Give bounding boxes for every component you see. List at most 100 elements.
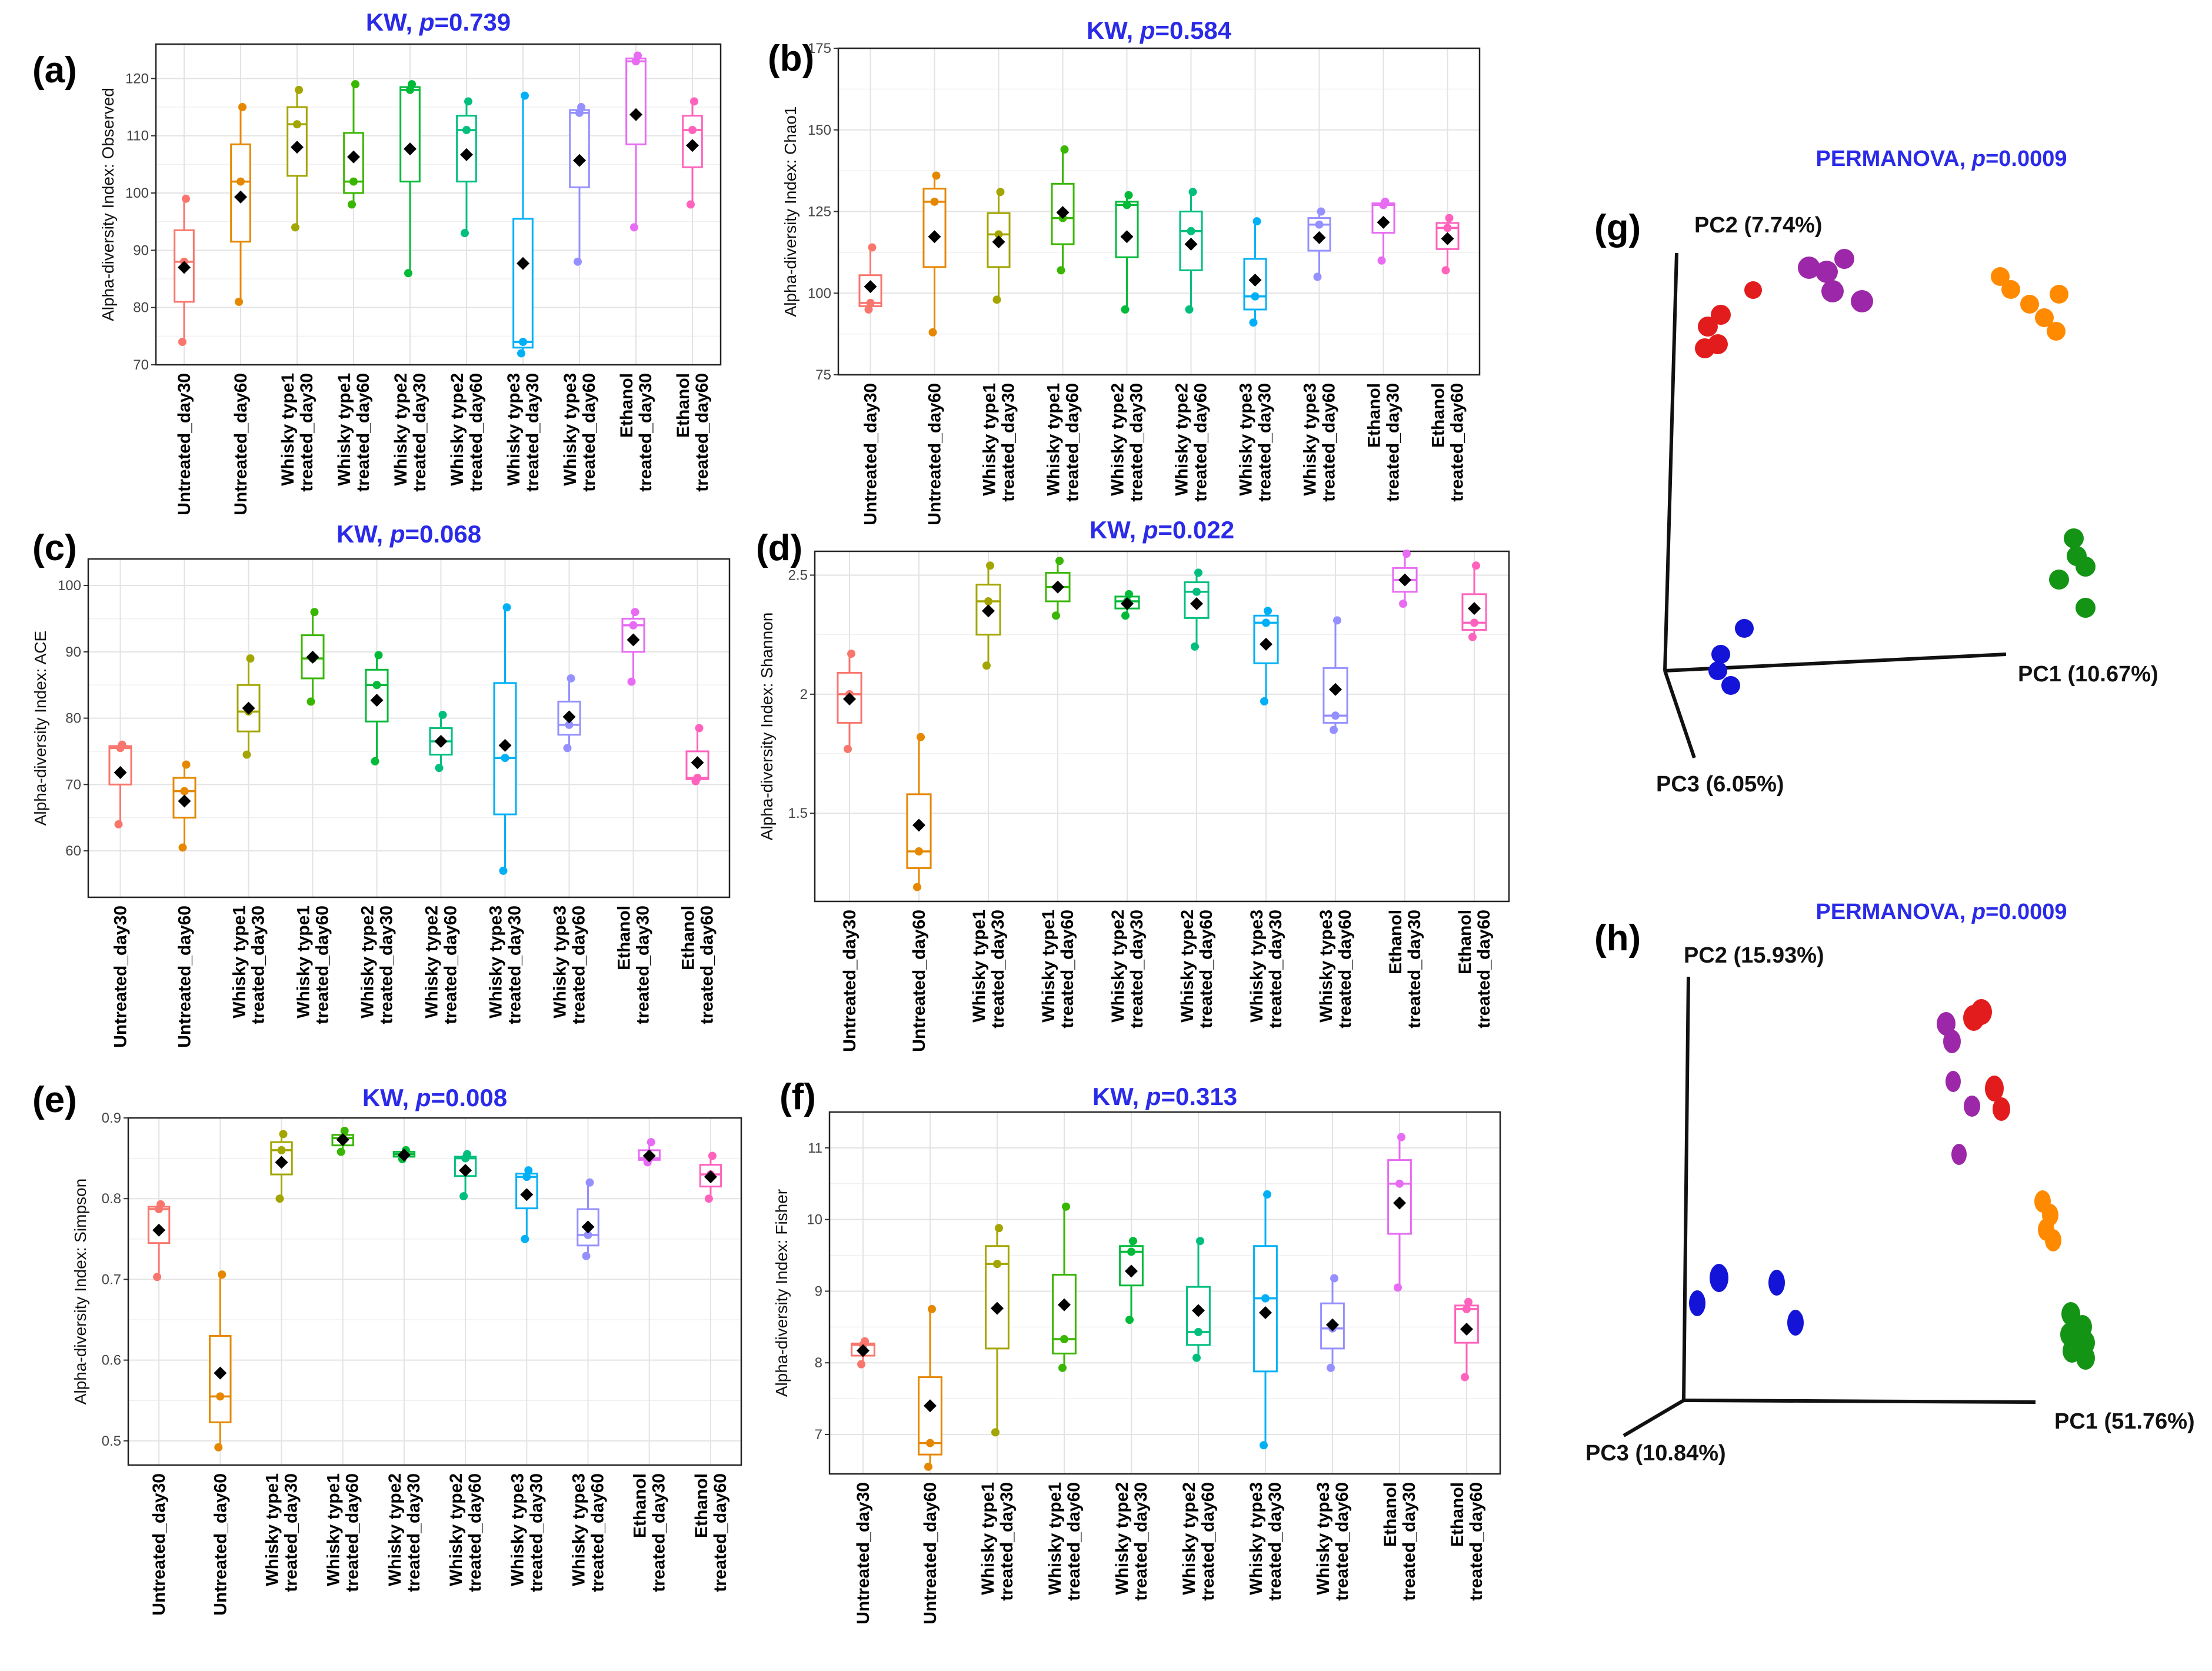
data-point (1330, 1274, 1338, 1283)
data-point (928, 328, 937, 337)
y-tick-label: 80 (65, 711, 81, 727)
data-point (348, 200, 356, 209)
panel-label: (a) (32, 50, 77, 91)
data-point (1121, 305, 1130, 314)
y-tick-label: 70 (65, 777, 81, 793)
pcoa-h-points (1689, 999, 2095, 1370)
plot-border (837, 47, 1481, 376)
pcoa-point-blue (1710, 1264, 1728, 1292)
data-point (629, 621, 638, 630)
x-category-label: Whisky type2treated_day30 (358, 906, 397, 1024)
data-point (634, 51, 642, 60)
data-point (502, 603, 511, 612)
data-point (1127, 1247, 1135, 1256)
chart-title: KW, p=0.068 (337, 520, 481, 548)
data-point (293, 120, 301, 129)
mean-marker (234, 190, 247, 204)
plot-border (87, 558, 731, 898)
y-tick-label: 175 (808, 41, 831, 56)
mean-marker (704, 1170, 717, 1184)
mean-marker (1460, 1323, 1473, 1336)
x-category-label: Whisky type1treated_day60 (335, 373, 373, 492)
data-point (1192, 1353, 1201, 1362)
data-point (246, 654, 255, 663)
data-point (1125, 590, 1133, 598)
pcoa-h-axis-pc2 (1682, 976, 1690, 1401)
data-point (463, 1150, 472, 1159)
x-category-label: Whisky type2treated_day60 (1180, 1482, 1218, 1601)
data-point (574, 257, 582, 266)
data-point (459, 1192, 468, 1201)
x-category-label: Untreated_day30 (149, 1473, 169, 1616)
data-point (1260, 697, 1268, 705)
mean-marker (397, 1149, 411, 1162)
y-tick-label: 1.5 (788, 805, 808, 821)
box-2 (270, 1130, 293, 1203)
data-point (408, 80, 416, 89)
box-9 (682, 97, 703, 209)
data-point (1264, 607, 1272, 615)
mean-marker (928, 230, 941, 244)
pcoa-point-purple (1815, 261, 1838, 283)
mean-marker (152, 1223, 166, 1237)
y-tick-label: 120 (125, 71, 149, 86)
data-point (1468, 633, 1477, 641)
box-0 (837, 650, 862, 753)
alpha-panel-4: 0.5 0.6 0.7 0.8 0.9 Untreated_day30 Untreated_… (32, 1080, 742, 1616)
pcoa-point-blue (1787, 1310, 1804, 1336)
data-point (404, 269, 412, 278)
box-body (918, 1376, 942, 1456)
mean-marker (460, 148, 473, 161)
x-category-label: Whisky type2treated_day60 (448, 373, 486, 492)
pcoa-point-red (1985, 1076, 2004, 1101)
box-4 (1115, 191, 1139, 314)
box-5 (454, 1150, 477, 1201)
data-point (1395, 1179, 1404, 1188)
pcoa-point-red (1711, 305, 1731, 325)
pcoa-h-axis-pc1 (1683, 1399, 2036, 1404)
data-point (704, 1194, 713, 1203)
x-category-label: Whisky type1treated_day30 (278, 373, 317, 492)
chart-title: KW, p=0.008 (362, 1084, 507, 1111)
data-point (1194, 1327, 1202, 1336)
data-point (517, 349, 525, 358)
plot-border (814, 550, 1510, 903)
data-point (1129, 1237, 1137, 1246)
data-point (932, 171, 941, 180)
pcoa-g-label-pc2: PC2 (7.74%) (1694, 213, 1823, 238)
x-category-label: Whisky type1treated_day60 (324, 1473, 362, 1592)
alpha-panel-5: 7 8 9 10 11 Untreated_day30 Untreated_day60 Whi… (772, 1077, 1501, 1625)
mean-marker (214, 1366, 227, 1380)
data-point (1260, 1441, 1268, 1450)
data-point (690, 97, 698, 106)
mean-marker (1259, 1306, 1272, 1319)
mean-marker (1056, 206, 1070, 219)
box-3 (301, 608, 325, 706)
x-category-label: Whisky type1treated_day60 (1039, 910, 1077, 1028)
box-0 (108, 740, 132, 828)
y-tick-label: 150 (808, 122, 831, 138)
data-point (374, 651, 383, 660)
box-6 (1243, 217, 1267, 327)
mean-marker (178, 794, 191, 808)
x-category-label: Whisky type2treated_day30 (1108, 910, 1147, 1028)
y-tick-label: 100 (808, 285, 831, 301)
data-point (1194, 568, 1202, 577)
pcoa-point-blue (1708, 661, 1727, 680)
x-category-label: Whisky type3treated_day30 (508, 1473, 546, 1592)
x-category-label: Whisky type2treated_day60 (1178, 910, 1216, 1028)
mean-marker (1058, 1298, 1071, 1311)
data-point (844, 744, 852, 753)
data-point (996, 188, 1005, 197)
pcoa-point-purple (1943, 1030, 1961, 1053)
x-category-label: Ethanoltreated_day60 (1429, 383, 1467, 502)
data-point (1187, 227, 1195, 235)
mean-marker (686, 139, 699, 152)
x-category-label: Untreated_day60 (921, 1482, 940, 1625)
x-category-label: Whisky type1treated_day30 (980, 383, 1018, 502)
y-tick-label: 10 (807, 1212, 822, 1228)
data-point (1192, 587, 1201, 596)
pcoa-point-purple (1964, 1096, 1980, 1117)
box-body (399, 86, 421, 183)
mean-marker (857, 1344, 870, 1357)
